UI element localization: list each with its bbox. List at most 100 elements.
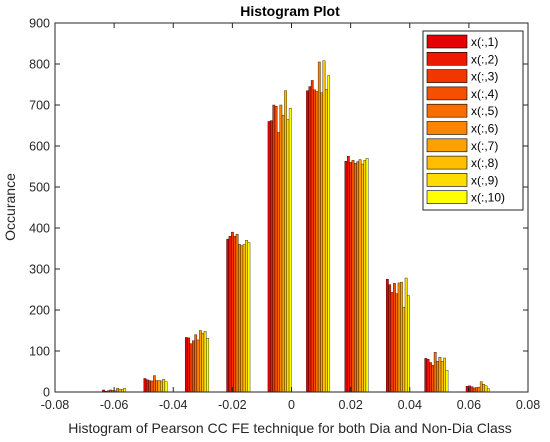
legend-swatch [426,69,468,83]
bar-series-3-bin-7 [349,162,353,393]
bar-series-2-bin-6 [308,86,312,393]
bar-series-7-bin-9 [438,356,442,393]
bar-series-9-bin-8 [404,277,408,393]
y-tick-label: 100 [29,345,50,359]
x-tick-label: 0.04 [398,398,422,412]
bar-series-1-bin-9 [424,358,428,393]
x-tick-label: -0.02 [218,398,247,412]
bar-series-4-bin-5 [274,106,278,393]
x-tick-label: 0.02 [338,398,362,412]
legend-swatch [426,34,468,49]
bar-series-10-bin-9 [445,370,449,393]
bar-series-2-bin-4 [228,236,232,393]
bar-series-4-bin-7 [351,160,355,393]
bar-series-10-bin-3 [206,338,209,393]
bar-series-5-bin-4 [235,233,239,393]
legend-label: x(:,5) [471,104,498,118]
bar-series-4-bin-2 [150,380,154,393]
legend-label: x(:,6) [471,122,498,136]
bar-series-10-bin-7 [365,158,369,393]
bar-series-6-bin-2 [155,380,159,393]
bar-series-8-bin-8 [402,306,406,393]
bar-series-5-bin-10 [475,387,478,393]
bar-series-6-bin-5 [279,104,283,393]
bar-series-3-bin-10 [470,386,474,393]
bar-series-2-bin-3 [187,337,191,393]
bar-series-8-bin-5 [284,90,287,393]
bar-series-7-bin-4 [240,245,244,393]
bar-series-9-bin-3 [203,331,207,393]
bar-series-7-bin-8 [400,281,403,393]
bar-series-9-bin-5 [286,119,290,393]
y-tick-label: 700 [29,99,50,113]
bar-series-5-bin-7 [354,163,357,393]
legend-swatch [426,190,468,204]
bar-series-5-bin-6 [315,91,319,393]
legend-label: x(:,2) [471,52,498,66]
y-tick-label: 500 [29,181,50,195]
bar-series-9-bin-7 [363,160,367,393]
bar-series-2-bin-2 [145,379,149,393]
bar-series-9-bin-6 [324,89,328,393]
bar-series-8-bin-2 [160,380,163,393]
bar-series-6-bin-10 [477,386,481,393]
bar-series-5-bin-8 [395,293,399,393]
bar-series-2-bin-5 [270,120,273,393]
x-tick-label: 0 [288,398,295,412]
bar-series-6-bin-8 [397,282,401,393]
x-tick-label: -0.08 [41,398,70,412]
bar-series-4-bin-9 [431,365,435,393]
bar-series-7-bin-3 [199,330,202,393]
bar-series-7-bin-6 [320,92,323,393]
bar-series-10-bin-5 [288,108,292,393]
x-tick-label: -0.06 [100,398,129,412]
y-tick-label: 800 [29,58,50,72]
bar-series-8-bin-6 [322,60,326,393]
legend-swatch [426,86,468,101]
legend-label: x(:,9) [471,173,498,187]
legend-swatch [426,121,468,135]
bar-series-3-bin-6 [310,80,314,393]
bar-series-3-bin-4 [231,231,234,393]
bar-series-1-bin-6 [306,90,309,393]
bar-series-10-bin-2 [164,381,168,393]
bar-series-4-bin-6 [313,89,316,393]
legend-swatch [426,138,468,153]
legend-label: x(:,1) [471,35,498,49]
bar-series-9-bin-2 [162,379,166,393]
bar-series-7-bin-2 [157,380,161,393]
bar-series-1-bin-10 [465,386,469,393]
bar-series-8-bin-9 [440,361,444,393]
bar-series-1-bin-4 [226,238,230,393]
y-tick-label: 900 [29,17,50,31]
bar-series-6-bin-4 [238,244,241,393]
legend-label: x(:,3) [471,70,498,84]
y-tick-label: 0 [43,386,50,400]
bar-series-9-bin-9 [443,357,446,393]
bar-series-3-bin-9 [429,362,432,393]
legend-label: x(:,8) [471,156,498,170]
bar-series-5-bin-3 [194,334,198,393]
bar-series-2-bin-8 [388,284,392,393]
bar-series-7-bin-7 [358,159,362,393]
legend: x(:,1) x(:,2) x(:,3) x(:,4) x(:,5) x(:,6) x(:,… [422,30,524,211]
bar-series-4-bin-8 [393,283,396,393]
bar-series-7-bin-1 [116,388,120,393]
y-tick-label: 600 [29,140,50,154]
bar-series-6-bin-3 [196,339,200,393]
bar-series-8-bin-10 [482,384,485,393]
legend-swatch [426,103,468,118]
bar-series-3-bin-5 [272,104,276,393]
bar-series-3-bin-2 [148,380,151,393]
bar-series-3-bin-8 [390,292,394,393]
bar-series-7-bin-5 [281,115,285,393]
bar-series-3-bin-3 [189,343,193,393]
legend-label: x(:,4) [471,87,498,101]
x-tick-label: -0.04 [159,398,188,412]
y-tick-label: 400 [29,222,50,236]
bars-group [102,60,490,393]
legend-label: x(:,10) [471,191,505,205]
bar-series-8-bin-3 [201,333,205,393]
bar-series-10-bin-1 [123,388,127,393]
